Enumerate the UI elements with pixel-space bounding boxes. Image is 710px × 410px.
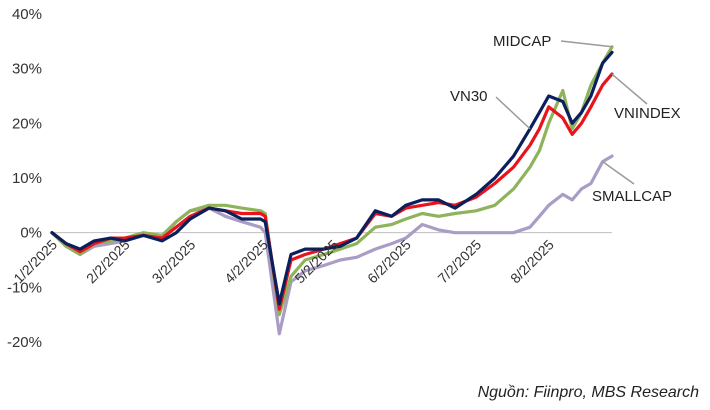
y-tick-label: -20% [7, 334, 42, 351]
x-tick-label: 7/2/2025 [434, 236, 484, 286]
x-tick-label: 4/2/2025 [221, 236, 271, 286]
y-tick-label: 0% [20, 225, 42, 242]
midcap-label: MIDCAP [493, 33, 551, 50]
x-tick-label: 3/2/2025 [149, 236, 199, 286]
midcap-leader-line [560, 40, 613, 48]
vn30-leader-line [495, 96, 531, 130]
y-tick-label: -10% [7, 279, 42, 296]
series-line-vn30 [50, 50, 614, 306]
smallcap-leader-line [602, 160, 635, 185]
x-tick-label: 8/2/2025 [507, 236, 557, 286]
y-axis-ticks: -20% -10% 0% 10% 20% 30% 40% [7, 6, 42, 351]
y-tick-label: 10% [12, 170, 42, 187]
y-tick-label: 20% [12, 115, 42, 132]
y-tick-label: 40% [12, 6, 42, 23]
vnindex-label: VNINDEX [614, 105, 681, 122]
vnindex-leader-line [611, 73, 648, 105]
vn30-label: VN30 [450, 88, 488, 105]
source-note: Nguồn: Fiinpro, MBS Research [478, 384, 700, 401]
series-annotations: MIDCAP VN30 VNINDEX SMALLCAP [450, 33, 681, 205]
series-lines [50, 45, 614, 336]
smallcap-label: SMALLCAP [592, 188, 672, 205]
y-tick-label: 30% [12, 61, 42, 78]
series-line-midcap [50, 45, 614, 317]
